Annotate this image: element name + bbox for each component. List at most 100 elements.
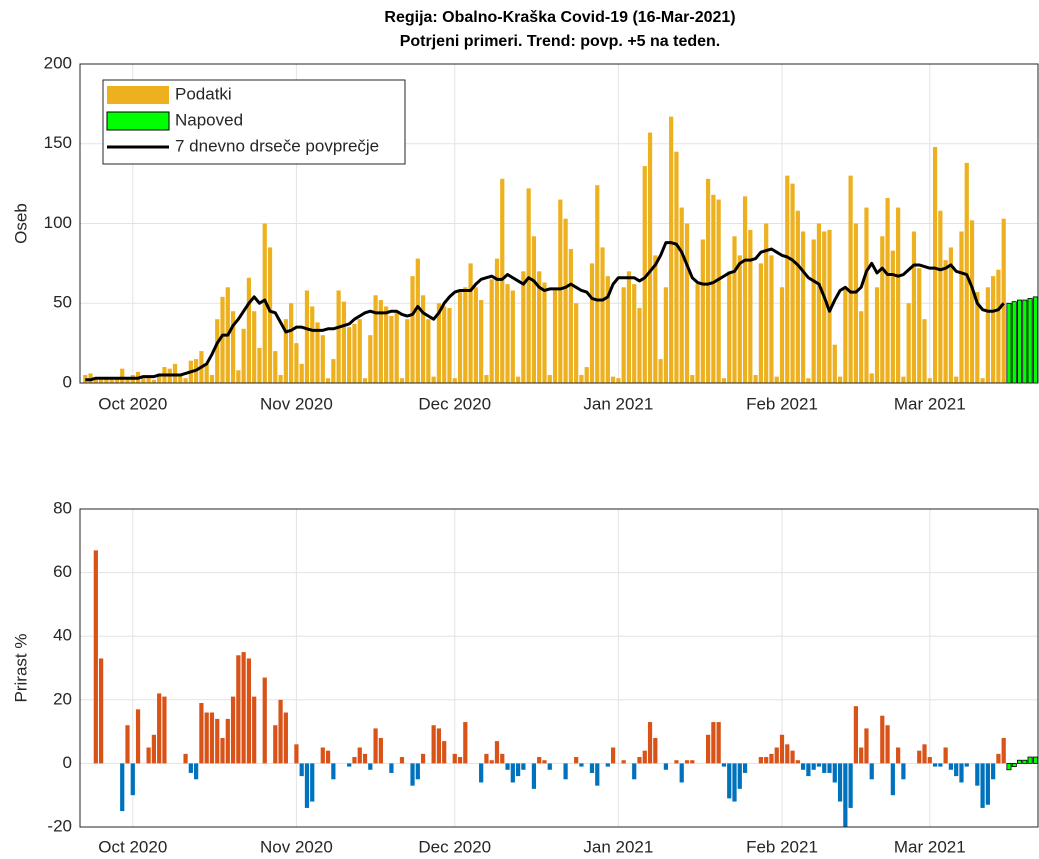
bar: [257, 347, 262, 383]
bar: [357, 747, 362, 764]
bar: [869, 763, 874, 780]
y-tick-label: 0: [63, 372, 72, 391]
bar: [420, 753, 426, 764]
bar: [215, 718, 220, 764]
bar: [943, 260, 948, 383]
bar: [357, 319, 362, 383]
bar: [1022, 759, 1028, 764]
bar: [816, 763, 822, 767]
bar: [310, 306, 315, 383]
bar: [911, 231, 917, 383]
bar: [236, 655, 241, 764]
bar: [1006, 302, 1012, 384]
bar: [885, 197, 890, 383]
bar: [859, 747, 864, 764]
bar: [579, 763, 584, 767]
y-tick-label: 50: [53, 293, 72, 312]
bar: [901, 763, 906, 780]
bar: [505, 763, 510, 770]
bar: [542, 282, 547, 383]
bar: [932, 146, 938, 383]
bar: [209, 712, 215, 764]
bar: [595, 185, 600, 383]
y-tick-label: 20: [53, 689, 72, 708]
bar: [948, 247, 954, 383]
bar: [954, 376, 959, 383]
bar: [991, 276, 996, 383]
bar: [732, 236, 737, 383]
bar: [246, 658, 252, 764]
bar: [457, 757, 463, 764]
bar: [510, 763, 515, 783]
bar: [500, 753, 505, 764]
bar: [964, 763, 969, 767]
bar: [283, 712, 288, 764]
legend-swatch: [107, 86, 169, 104]
chart-subtitle: Potrjeni primeri. Trend: povp. +5 na ted…: [400, 33, 721, 50]
bar: [769, 753, 774, 764]
bar: [568, 249, 573, 383]
bar: [684, 760, 690, 764]
bar: [320, 747, 325, 764]
bar: [827, 229, 832, 383]
bar: [447, 308, 452, 383]
axes-box: [79, 508, 1039, 828]
y-tick-label: -20: [47, 816, 72, 835]
bar: [843, 287, 848, 383]
bar: [1022, 299, 1028, 384]
bar: [595, 763, 600, 786]
bar: [822, 763, 827, 773]
bar: [658, 359, 663, 383]
bar: [399, 757, 405, 764]
bar: [331, 359, 336, 383]
bar: [104, 378, 109, 383]
bar: [278, 699, 283, 764]
bar: [679, 207, 684, 383]
bar: [753, 375, 758, 383]
bar: [938, 210, 943, 383]
bar: [204, 712, 209, 764]
y-tick-label: 200: [44, 53, 72, 72]
bar: [1017, 299, 1023, 384]
bar: [975, 292, 980, 383]
bar: [241, 652, 246, 764]
bar: [204, 363, 209, 383]
bar: [769, 255, 774, 383]
bar: [663, 763, 668, 770]
bar: [621, 760, 626, 764]
bar: [215, 319, 220, 383]
x-tick-label: Mar 2021: [894, 394, 966, 413]
bar: [848, 175, 853, 383]
bar: [299, 763, 304, 777]
bar: [637, 757, 642, 764]
bar: [479, 300, 484, 383]
legend-label: Podatki: [175, 84, 232, 103]
bar: [141, 378, 146, 383]
bar: [109, 379, 114, 383]
bar: [647, 722, 653, 764]
bar: [843, 763, 848, 827]
bar: [452, 378, 457, 383]
bar: [526, 188, 531, 383]
bar: [711, 722, 716, 764]
bar: [969, 220, 975, 383]
bar: [310, 763, 315, 802]
bar: [431, 725, 436, 764]
y-tick-label: 100: [44, 213, 72, 232]
bar: [283, 319, 288, 383]
bar: [610, 376, 616, 383]
bar: [230, 696, 236, 764]
bar: [325, 378, 331, 383]
bar: [479, 763, 484, 783]
bar: [737, 255, 742, 383]
bar: [727, 271, 732, 383]
bar: [832, 763, 837, 783]
bar: [985, 287, 990, 383]
bar: [352, 323, 357, 383]
bar: [959, 231, 964, 383]
bar: [674, 151, 679, 383]
axes-box: [79, 63, 1039, 384]
bar: [294, 744, 299, 764]
x-tick-label: Oct 2020: [98, 837, 167, 856]
x-tick-label: Feb 2021: [746, 837, 818, 856]
